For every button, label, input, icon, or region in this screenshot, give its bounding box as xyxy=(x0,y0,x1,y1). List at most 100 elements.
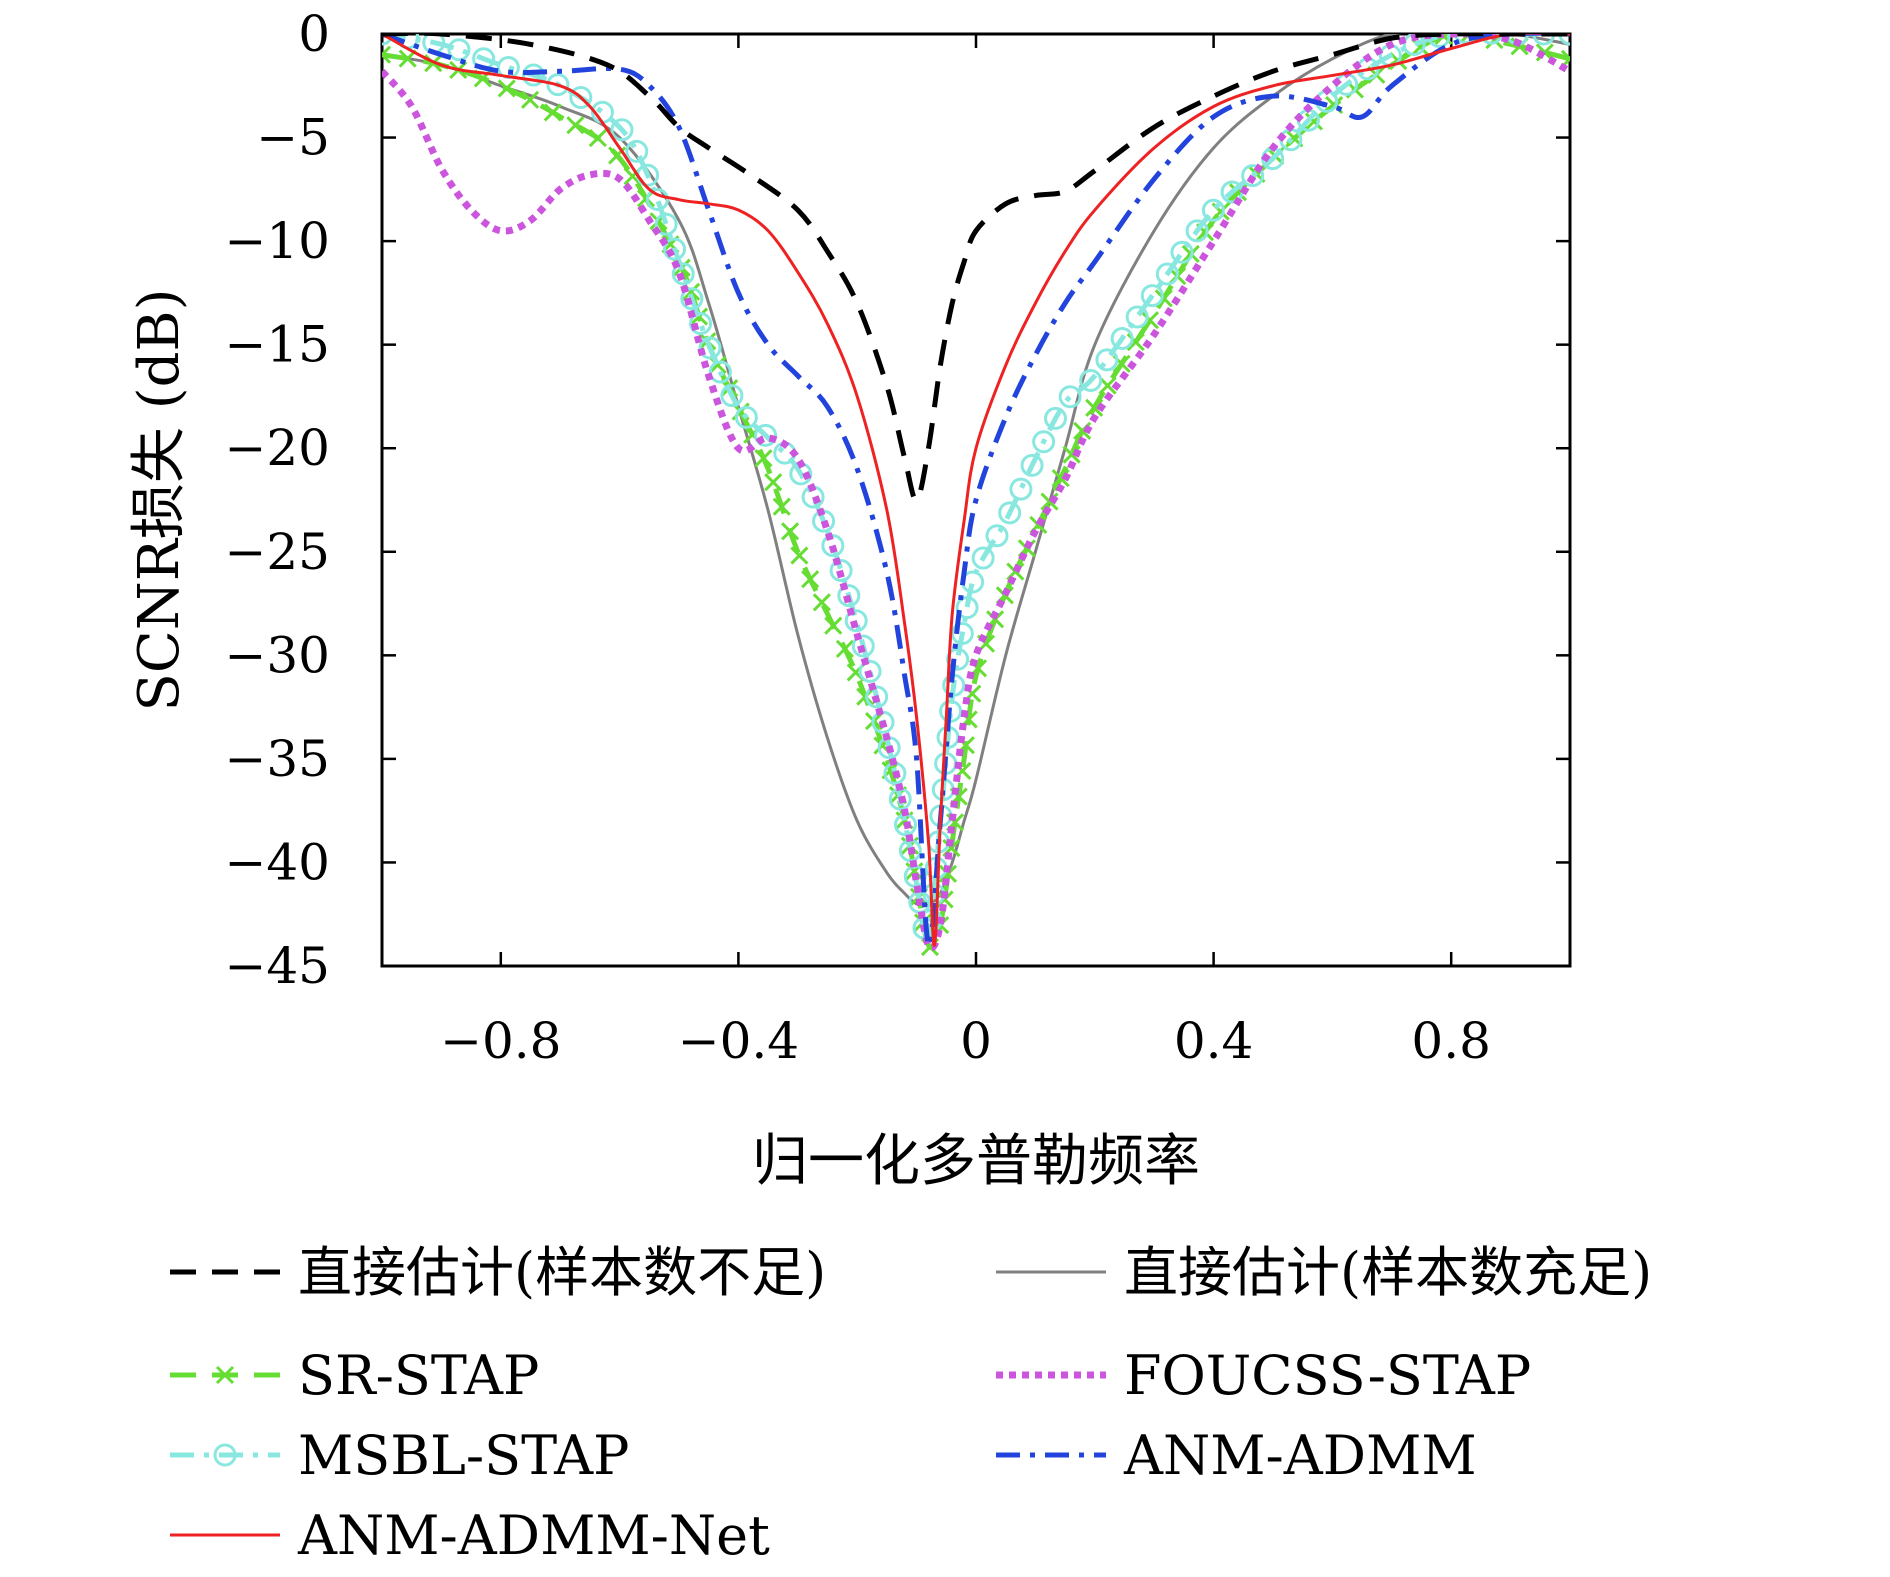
series-marker xyxy=(610,118,634,142)
legend: 直接估计(样本数不足) 直接估计(样本数充足) SR-STAP FOUCSS-STAP… xyxy=(170,1241,1652,1567)
legend-marker xyxy=(215,1365,235,1385)
legend-label: SR-STAP xyxy=(298,1344,539,1407)
series-line xyxy=(382,34,1570,503)
y-axis-label: SCNR损失 (dB) xyxy=(127,289,192,712)
series-layer xyxy=(382,34,1570,957)
series-marker xyxy=(497,79,516,98)
series-marker xyxy=(812,593,831,612)
y-tick-label: −30 xyxy=(224,626,330,684)
series-3 xyxy=(382,34,1570,952)
series-marker xyxy=(790,546,809,565)
legend-item: FOUCSS-STAP xyxy=(996,1344,1531,1407)
series-marker xyxy=(754,423,778,447)
series-marker xyxy=(998,501,1022,525)
series-marker xyxy=(1479,34,1503,45)
series-marker xyxy=(1201,198,1225,222)
series-marker xyxy=(865,685,889,709)
series-marker xyxy=(1125,305,1149,329)
series-marker xyxy=(1241,164,1265,188)
series-marker xyxy=(1453,34,1477,45)
series-marker xyxy=(844,609,868,633)
series-marker xyxy=(1560,49,1570,68)
series-marker xyxy=(708,360,732,384)
legend-item: 直接估计(样本数不足) xyxy=(170,1241,826,1304)
series-5 xyxy=(382,34,1570,949)
series-marker xyxy=(1155,262,1179,286)
series-0 xyxy=(382,34,1570,503)
series-marker xyxy=(950,621,974,645)
legend-item: SR-STAP xyxy=(170,1344,539,1407)
legend-item: ANM-ADMM xyxy=(996,1424,1477,1487)
series-marker xyxy=(1095,348,1119,372)
series-marker xyxy=(1185,219,1209,243)
series-1 xyxy=(382,34,1570,907)
x-axis-label: 归一化多普勒频率 xyxy=(752,1129,1200,1194)
series-marker xyxy=(447,38,471,62)
y-tick-label: 0 xyxy=(298,5,330,63)
series-marker xyxy=(382,45,392,64)
series-marker xyxy=(772,497,791,516)
series-marker xyxy=(1535,43,1554,62)
x-tick-label: −0.8 xyxy=(440,1012,561,1070)
y-tick-label: −35 xyxy=(224,730,330,788)
series-marker xyxy=(521,90,540,109)
legend-label: MSBL-STAP xyxy=(298,1424,629,1487)
series-6 xyxy=(382,34,1570,947)
series-marker xyxy=(955,596,979,620)
legend-item: 直接估计(样本数充足) xyxy=(996,1241,1652,1304)
series-marker xyxy=(801,570,820,589)
legend-label: 直接估计(样本数不足) xyxy=(298,1241,826,1304)
series-marker xyxy=(985,524,1009,548)
series-marker xyxy=(1085,398,1104,417)
series-marker xyxy=(663,237,687,261)
series-marker xyxy=(645,188,669,212)
series-line xyxy=(382,34,1570,952)
series-marker xyxy=(971,546,995,570)
series-marker xyxy=(680,287,704,311)
series-marker xyxy=(1098,376,1117,395)
series-2 xyxy=(382,34,1570,957)
series-line xyxy=(382,34,1570,947)
series-marker xyxy=(824,616,843,635)
legend-label: ANM-ADMM xyxy=(1123,1424,1477,1487)
series-marker xyxy=(608,146,627,165)
series-marker xyxy=(1140,284,1164,308)
y-tick-label: −40 xyxy=(224,833,330,891)
legend-marker xyxy=(213,1443,237,1467)
series-line xyxy=(382,34,1570,950)
series-marker xyxy=(625,139,649,163)
x-tick-label: 0 xyxy=(960,1012,992,1070)
y-tick-label: −15 xyxy=(224,316,330,374)
series-marker xyxy=(1043,406,1067,430)
x-tick-label: 0.4 xyxy=(1174,1012,1254,1070)
series-marker xyxy=(837,584,861,608)
series-marker xyxy=(858,659,882,683)
series-marker xyxy=(781,522,800,541)
legend-label: 直接估计(样本数充足) xyxy=(1124,1241,1652,1304)
series-marker xyxy=(734,405,758,429)
legend-label: ANM-ADMM-Net xyxy=(297,1504,770,1567)
series-marker xyxy=(546,73,570,97)
series-marker xyxy=(588,129,607,148)
series-marker xyxy=(935,890,954,909)
series-marker xyxy=(720,384,744,408)
legend-label: FOUCSS-STAP xyxy=(1124,1344,1531,1407)
tick-labels: −0.8 −0.4 0 0.4 0.8 0 −5 −10 −15 −20 −25 −30 −35 −40 −… xyxy=(224,5,1490,1070)
legend-item: MSBL-STAP xyxy=(170,1424,629,1487)
x-tick-label: 0.8 xyxy=(1411,1012,1491,1070)
series-line xyxy=(382,34,1570,907)
series-marker xyxy=(543,103,562,122)
series-marker xyxy=(1079,369,1103,393)
series-marker xyxy=(1110,327,1134,351)
series-marker xyxy=(1532,34,1556,46)
y-tick-label: −25 xyxy=(224,523,330,581)
series-marker xyxy=(835,639,854,658)
series-4 xyxy=(382,34,1570,940)
series-marker xyxy=(698,336,722,360)
series-marker xyxy=(569,85,593,109)
y-tick-label: −20 xyxy=(224,419,330,477)
legend-item: ANM-ADMM-Net xyxy=(170,1504,770,1567)
series-marker xyxy=(946,647,970,671)
y-tick-label: −10 xyxy=(224,212,330,270)
